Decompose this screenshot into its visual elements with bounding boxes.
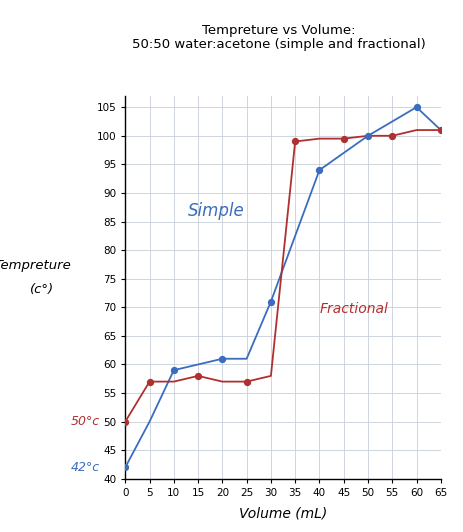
Point	[243, 377, 250, 386]
Point	[170, 366, 177, 375]
Point	[436, 126, 444, 134]
Point	[388, 131, 395, 140]
Text: (c°): (c°)	[30, 284, 54, 296]
Point	[339, 135, 347, 143]
Text: Tempreture vs Volume:: Tempreture vs Volume:	[201, 24, 354, 37]
X-axis label: Volume (mL): Volume (mL)	[238, 506, 326, 520]
Point	[194, 372, 201, 380]
Point	[412, 103, 419, 111]
Point	[218, 354, 225, 363]
Text: Fractional: Fractional	[319, 302, 388, 316]
Point	[315, 166, 322, 174]
Point	[363, 131, 371, 140]
Text: Simple: Simple	[188, 202, 244, 220]
Text: 50:50 water:acetone (simple and fractional): 50:50 water:acetone (simple and fraction…	[131, 38, 425, 51]
Text: Tempreture: Tempreture	[0, 260, 71, 272]
Point	[291, 137, 298, 146]
Text: 50°c: 50°c	[70, 415, 100, 428]
Point	[145, 377, 153, 386]
Text: 42°c: 42°c	[70, 461, 100, 474]
Point	[121, 418, 129, 426]
Point	[267, 297, 274, 306]
Point	[121, 463, 129, 472]
